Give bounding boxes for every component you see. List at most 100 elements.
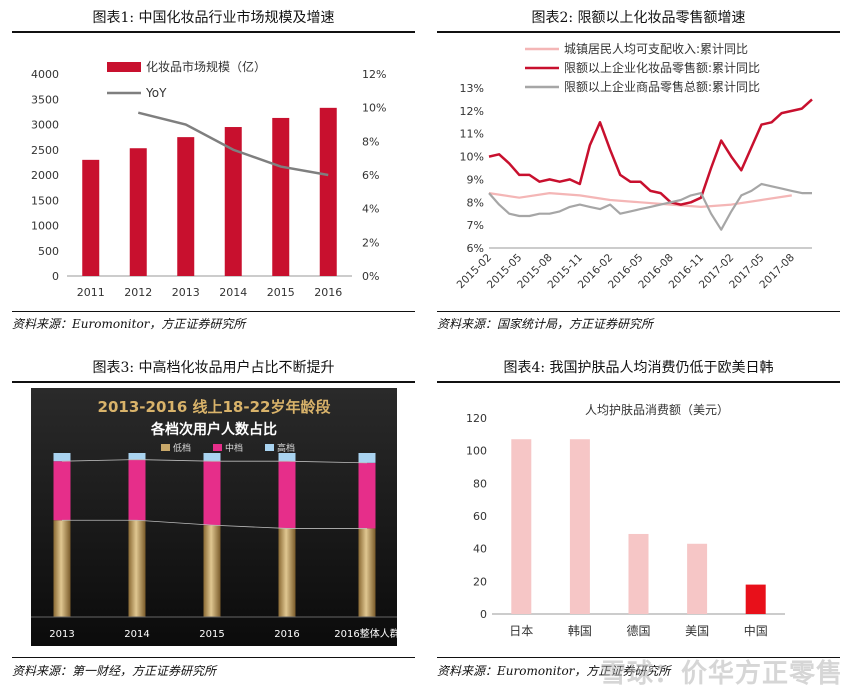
source-rule xyxy=(12,311,415,312)
x-tick-label: 2015 xyxy=(199,629,224,640)
connector-line xyxy=(61,459,368,464)
y-tick-label: 60 xyxy=(473,510,487,523)
x-tick-label: 德国 xyxy=(626,623,650,638)
legend-label: 限额以上企业化妆品零售额:累计同比 xyxy=(564,60,760,75)
market-size-bar xyxy=(129,148,147,276)
stack-segment-低档 xyxy=(53,520,71,617)
y-tick-label: 2000 xyxy=(31,169,59,182)
x-tick-label: 2013 xyxy=(172,286,200,299)
y-tick-label: 80 xyxy=(473,477,487,490)
legend-label: 低档 xyxy=(173,442,191,454)
y2-tick-label: 6% xyxy=(362,169,379,182)
legend-label: 中档 xyxy=(225,442,243,454)
market-size-bar xyxy=(82,159,100,276)
x-tick-label: 韩国 xyxy=(568,623,592,638)
y-tick-label: 100 xyxy=(466,445,487,458)
title-rule xyxy=(437,31,840,33)
x-tick-label: 美国 xyxy=(685,624,709,638)
title-rule xyxy=(12,381,415,383)
legend-label: 化妆品市场规模（亿） xyxy=(146,59,266,74)
panel-title: 图表2: 限额以上化妆品零售额增速 xyxy=(531,10,746,26)
chart-subtitle: 各档次用户人数占比 xyxy=(150,421,277,438)
stack-segment-低档 xyxy=(203,525,221,617)
stack-segment-低档 xyxy=(358,528,376,617)
x-tick-label: 2016 xyxy=(314,286,342,299)
y-tick-label: 1000 xyxy=(31,220,59,233)
x-tick-label: 2012 xyxy=(124,286,152,299)
y-tick-label: 1500 xyxy=(31,194,59,207)
x-tick-label: 中国 xyxy=(744,623,768,638)
y-tick-label: 2500 xyxy=(31,144,59,157)
stack-segment-高档 xyxy=(128,453,146,460)
market-size-bar xyxy=(272,117,290,276)
market-size-chart: 0 500 1000 1500 2000 2500 3000 3500 4000 0% 2% 4% 6%… xyxy=(31,59,386,299)
x-tick-label: 2016整体人群 xyxy=(334,627,397,640)
connector-line xyxy=(62,519,367,529)
source-note: 资料来源：第一财经，方正证券研究所 xyxy=(12,664,217,678)
y2-tick-label: 12% xyxy=(362,68,386,81)
legend-label: YoY xyxy=(145,86,167,100)
source-rule xyxy=(437,657,840,658)
y-tick-label: 6% xyxy=(467,242,484,255)
y2-tick-label: 0% xyxy=(362,270,379,283)
panel-title: 图表4: 我国护肤品人均消费仍低于欧美日韩 xyxy=(503,360,774,376)
y-tick-label: 13% xyxy=(460,82,484,95)
x-tick-label: 2014 xyxy=(219,286,247,299)
retail-growth-chart: 6%7%8%9%10%11%12%13%2015-022015-052015-0… xyxy=(455,42,813,291)
y-tick-label: 0 xyxy=(52,270,59,283)
y-tick-label: 8% xyxy=(467,196,484,209)
y2-tick-label: 8% xyxy=(362,135,379,148)
y-tick-label: 10% xyxy=(460,151,484,164)
x-tick-label: 2013 xyxy=(49,629,74,640)
x-tick-label: 日本 xyxy=(509,624,533,638)
y-tick-label: 9% xyxy=(467,173,484,186)
x-tick-label: 2011 xyxy=(77,286,105,299)
source-rule xyxy=(12,657,415,658)
y-tick-label: 11% xyxy=(460,128,484,141)
spend-bar xyxy=(628,533,649,614)
panel-user-share: 图表3: 中高档化妆品用户占比不断提升 2013-2016 线上18-22岁年龄… xyxy=(12,356,415,686)
stack-segment-中档 xyxy=(53,461,71,521)
legend-swatch xyxy=(213,444,222,451)
panel-market-size: 图表1: 中国化妆品行业市场规模及增速 0 500 1000 1500 2000 2500… xyxy=(12,6,415,336)
skincare-spend-chart: 0 20 40 60 80 100 120 人均护肤品消费额（美元） 日本 韩国 德国 美国 中国 xyxy=(466,402,785,638)
source-note: 资料来源：Euromonitor，方正证券研究所 xyxy=(437,664,671,678)
source-rule xyxy=(437,311,840,312)
x-tick-label: 2015 xyxy=(267,286,295,299)
stack-segment-高档 xyxy=(53,453,71,462)
stack-segment-低档 xyxy=(128,520,146,617)
market-size-bar xyxy=(224,127,242,277)
y-tick-label: 120 xyxy=(466,412,487,425)
legend-label: 限额以上企业商品零售总额:累计同比 xyxy=(564,79,760,94)
series-line xyxy=(488,182,812,231)
y-tick-label: 4000 xyxy=(31,68,59,81)
legend-swatch xyxy=(161,444,170,451)
source-note: 资料来源：国家统计局，方正证券研究所 xyxy=(437,317,654,331)
source-note: 资料来源：Euromonitor，方正证券研究所 xyxy=(12,317,246,331)
y2-tick-label: 10% xyxy=(362,102,386,115)
legend-swatch-bars xyxy=(107,62,141,72)
legend-label: 高档 xyxy=(277,442,295,454)
stack-segment-高档 xyxy=(203,453,221,462)
stack-segment-中档 xyxy=(128,459,146,521)
spend-bar xyxy=(745,584,766,614)
series-line xyxy=(488,192,792,208)
panel-skincare-spend: 图表4: 我国护肤品人均消费仍低于欧美日韩 0 20 40 60 80 100 120 人均护… xyxy=(437,356,840,686)
market-size-bar xyxy=(319,107,337,277)
stack-segment-低档 xyxy=(278,528,296,617)
y-tick-label: 3000 xyxy=(31,119,59,132)
stack-segment-高档 xyxy=(278,453,296,462)
panel-retail-growth: 图表2: 限额以上化妆品零售额增速 6% 7% 8% 9% 10% 11% 12% 13% 20… xyxy=(437,6,840,336)
stack-segment-高档 xyxy=(358,453,376,463)
y-tick-label: 12% xyxy=(460,105,484,118)
spend-bar xyxy=(569,439,590,614)
legend-swatch xyxy=(265,444,274,451)
stack-segment-中档 xyxy=(358,462,376,529)
y2-tick-label: 4% xyxy=(362,203,379,216)
spend-bar xyxy=(511,439,532,614)
y-tick-label: 500 xyxy=(38,245,59,258)
y-tick-label: 0 xyxy=(480,608,487,621)
y-tick-label: 40 xyxy=(473,543,487,556)
title-rule xyxy=(12,31,415,33)
